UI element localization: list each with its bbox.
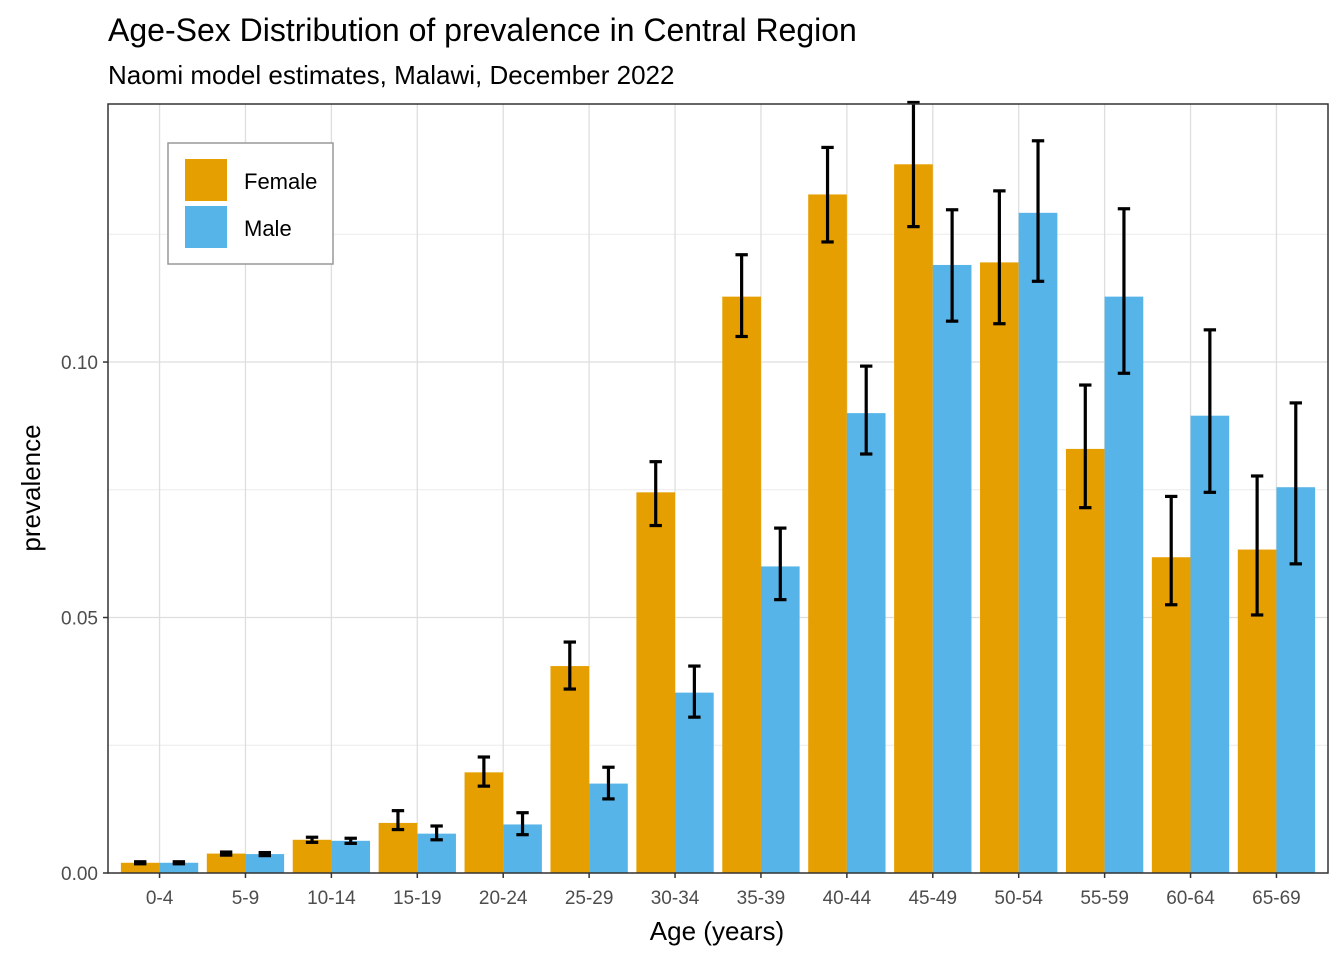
x-tick-label: 40-44 [823,888,872,909]
bar-male [245,854,285,873]
x-axis-title: Age (years) [650,916,784,946]
x-tick-label: 60-64 [1166,888,1215,909]
bar-female [1151,557,1191,873]
y-tick-label: 0.05 [61,609,98,630]
error-bars [134,100,1302,866]
bar-male [159,862,199,873]
x-tick-label: 65-69 [1252,888,1301,909]
bar-male [932,264,972,873]
bar-female [550,666,590,873]
bar-female [808,194,847,873]
bar-female [1065,448,1105,873]
legend-swatch-female [185,159,227,201]
x-axis: 0-4 5-9 10-14 15-19 20-24 25-29 30-34 35-39 40-4… [146,873,1301,909]
x-tick-label: 25-29 [565,888,614,909]
bar-male [846,413,886,873]
chart-subtitle: Naomi model estimates, Malawi, December … [108,60,674,90]
bar-female [636,492,676,873]
y-axis-title: prevalence [16,424,46,551]
bar-female [722,296,761,874]
bar-male [1018,212,1058,874]
x-tick-label: 0-4 [146,888,174,909]
x-tick-label: 5-9 [232,888,259,909]
chart-title: Age-Sex Distribution of prevalence in Ce… [108,12,857,48]
bar-female [464,772,504,873]
bar-male [1104,296,1144,874]
x-tick-label: 35-39 [737,888,786,909]
legend-swatch-male [185,206,227,248]
x-tick-label: 55-59 [1080,888,1129,909]
bar-female [292,839,332,873]
bar-female [980,262,1019,873]
bar-female [894,164,933,873]
legend: Female Male [167,142,334,265]
legend-label-female: Female [244,169,317,194]
x-tick-label: 15-19 [393,888,442,909]
x-tick-label: 50-54 [994,888,1043,909]
bar-female [378,822,418,873]
x-tick-label: 30-34 [651,888,700,909]
bar-female [120,862,160,873]
bar-male [675,692,714,873]
y-tick-label: 0.10 [61,353,98,374]
bar-male [331,840,371,873]
plot-panel-border [107,103,1329,874]
x-tick-label: 20-24 [479,888,528,909]
x-tick-label: 10-14 [307,888,356,909]
y-axis: 0.00 0.05 0.10 [61,353,108,885]
x-tick-label: 45-49 [908,888,957,909]
bar-male [760,566,800,873]
bars [120,164,1316,874]
y-tick-label: 0.00 [61,864,98,885]
bar-female [206,853,246,873]
legend-label-male: Male [244,216,292,241]
